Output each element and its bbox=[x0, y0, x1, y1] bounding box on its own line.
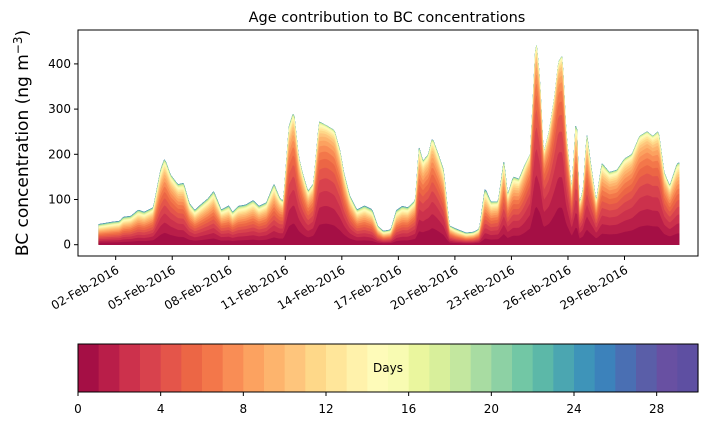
colorbar-swatch bbox=[677, 344, 699, 392]
y-axis-label: BC concentration (ng m−3) bbox=[11, 30, 33, 256]
colorbar-label: Days bbox=[373, 361, 403, 375]
y-tick-label: 300 bbox=[48, 102, 71, 116]
chart-title: Age contribution to BC concentrations bbox=[249, 10, 526, 26]
colorbar-tick-label: 8 bbox=[240, 402, 248, 416]
colorbar-swatch bbox=[160, 344, 182, 392]
y-axis: 0 100 200 300 400 bbox=[48, 57, 78, 252]
y-tick-label: 0 bbox=[63, 238, 71, 252]
colorbar-swatch bbox=[284, 344, 306, 392]
colorbar bbox=[78, 344, 699, 392]
colorbar-swatch bbox=[408, 344, 430, 392]
colorbar-swatch bbox=[594, 344, 616, 392]
colorbar-swatch bbox=[491, 344, 513, 392]
colorbar-swatch bbox=[264, 344, 286, 392]
colorbar-tick-label: 4 bbox=[157, 402, 165, 416]
y-tick-label: 400 bbox=[48, 57, 71, 71]
y-tick-label: 200 bbox=[48, 147, 71, 161]
colorbar-swatch bbox=[78, 344, 100, 392]
colorbar-tick-label: 28 bbox=[649, 402, 664, 416]
colorbar-swatch bbox=[636, 344, 658, 392]
colorbar-tick-label: 12 bbox=[318, 402, 333, 416]
colorbar-ticks: 0 4 8 12 16 20 24 28 bbox=[74, 392, 664, 416]
colorbar-swatch bbox=[367, 344, 389, 392]
colorbar-swatch bbox=[553, 344, 575, 392]
colorbar-swatch bbox=[470, 344, 492, 392]
plot-frame bbox=[77, 29, 699, 257]
colorbar-tick-label: 24 bbox=[566, 402, 581, 416]
colorbar-swatch bbox=[429, 344, 451, 392]
colorbar-frame bbox=[77, 343, 699, 393]
colorbar-tick-label: 20 bbox=[484, 402, 499, 416]
colorbar-swatch bbox=[532, 344, 554, 392]
colorbar-swatch bbox=[243, 344, 265, 392]
colorbar-swatch bbox=[656, 344, 678, 392]
colorbar-swatch bbox=[615, 344, 637, 392]
age-band-0 bbox=[98, 206, 680, 245]
colorbar-swatch bbox=[346, 344, 368, 392]
y-tick-label: 100 bbox=[48, 193, 71, 207]
colorbar-swatch bbox=[98, 344, 120, 392]
colorbar-swatch bbox=[574, 344, 596, 392]
colorbar-swatch bbox=[202, 344, 224, 392]
colorbar-tick-label: 0 bbox=[74, 402, 82, 416]
colorbar-swatch bbox=[326, 344, 348, 392]
colorbar-tick-label: 16 bbox=[401, 402, 416, 416]
colorbar-swatch bbox=[140, 344, 162, 392]
colorbar-swatch bbox=[222, 344, 244, 392]
colorbar-swatch bbox=[512, 344, 534, 392]
x-axis: 02-Feb-201605-Feb-201608-Feb-201611-Feb-… bbox=[49, 256, 630, 313]
colorbar-swatch bbox=[450, 344, 472, 392]
colorbar-swatch bbox=[181, 344, 203, 392]
colorbar-swatch bbox=[305, 344, 327, 392]
colorbar-swatch bbox=[119, 344, 141, 392]
plot-area bbox=[98, 45, 680, 245]
colorbar-swatch bbox=[388, 344, 410, 392]
